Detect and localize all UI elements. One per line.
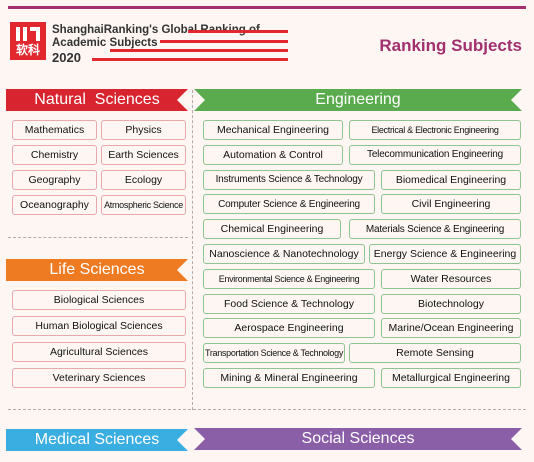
page-title: Ranking Subjects bbox=[379, 36, 522, 55]
subject-oceanography[interactable]: Oceanography bbox=[12, 195, 97, 215]
subject-mining-and-mineral-engineering[interactable]: Mining & Mineral Engineering bbox=[203, 368, 375, 388]
subject-automation-and-control[interactable]: Automation & Control bbox=[203, 144, 343, 165]
subject-mathematics[interactable]: Mathematics bbox=[12, 120, 97, 140]
subject-biomedical-engineering[interactable]: Biomedical Engineering bbox=[381, 169, 521, 190]
subject-earth-sciences[interactable]: Earth Sciences bbox=[101, 145, 186, 165]
brand-line-1: ShanghaiRanking's Global Ranking of bbox=[52, 24, 260, 36]
subject-electrical-and-electronic-engineering[interactable]: Electrical & Electronic Engineering bbox=[349, 120, 521, 140]
subject-mechanical-engineering[interactable]: Mechanical Engineering bbox=[203, 120, 343, 140]
logo-text: 软科 bbox=[15, 43, 40, 57]
subject-chemistry[interactable]: Chemistry bbox=[12, 145, 97, 165]
subject-atmospheric-science[interactable]: Atmospheric Science bbox=[101, 195, 186, 215]
subject-transportation-science-and-technology[interactable]: Transportation Science & Technology bbox=[203, 343, 345, 364]
subject-metallurgical-engineering[interactable]: Metallurgical Engineering bbox=[381, 368, 521, 388]
subject-environmental-science-and-engineering[interactable]: Environmental Science & Engineering bbox=[203, 268, 375, 289]
subject-instruments-science-and-technology[interactable]: Instruments Science & Technology bbox=[203, 169, 375, 190]
subject-food-science-and-technology[interactable]: Food Science & Technology bbox=[203, 293, 375, 314]
divider bbox=[8, 237, 188, 238]
subject-computer-science-and-engineering[interactable]: Computer Science & Engineering bbox=[203, 194, 375, 215]
subject-telecommunication-engineering[interactable]: Telecommunication Engineering bbox=[349, 144, 521, 165]
life-sciences-banner: Life Sciences bbox=[6, 259, 188, 281]
subject-human-biological-sciences[interactable]: Human Biological Sciences bbox=[12, 316, 186, 336]
top-rule bbox=[8, 6, 526, 9]
social-sciences-banner: Social Sciences bbox=[194, 428, 522, 450]
subject-civil-engineering[interactable]: Civil Engineering bbox=[381, 194, 521, 215]
engineering-banner: Engineering bbox=[194, 89, 522, 111]
subject-geography[interactable]: Geography bbox=[12, 170, 97, 190]
subject-water-resources[interactable]: Water Resources bbox=[381, 268, 521, 289]
brand-year: 2020 bbox=[52, 50, 81, 65]
divider bbox=[8, 409, 526, 410]
subject-physics[interactable]: Physics bbox=[101, 120, 186, 140]
subject-nanoscience-and-nanotechnology[interactable]: Nanoscience & Nanotechnology bbox=[203, 244, 365, 264]
subject-materials-science-and-engineering[interactable]: Materials Science & Engineering bbox=[349, 219, 521, 240]
subject-aerospace-engineering[interactable]: Aerospace Engineering bbox=[203, 318, 375, 339]
brand-line-2: Academic Subjects bbox=[52, 37, 158, 49]
brand-stripe bbox=[160, 40, 288, 43]
divider bbox=[192, 90, 193, 410]
subject-veterinary-sciences[interactable]: Veterinary Sciences bbox=[12, 368, 186, 388]
subject-biological-sciences[interactable]: Biological Sciences bbox=[12, 290, 186, 310]
subject-biotechnology[interactable]: Biotechnology bbox=[381, 293, 521, 314]
brand-stripe bbox=[110, 49, 288, 52]
natural-sciences-banner: Natural Sciences bbox=[6, 89, 188, 111]
subject-marine-ocean-engineering[interactable]: Marine/Ocean Engineering bbox=[381, 318, 521, 339]
shanghairanking-logo: 软科 bbox=[10, 22, 46, 60]
subject-agricultural-sciences[interactable]: Agricultural Sciences bbox=[12, 342, 186, 362]
subject-remote-sensing[interactable]: Remote Sensing bbox=[349, 343, 521, 364]
subject-ecology[interactable]: Ecology bbox=[101, 170, 186, 190]
brand-stripe bbox=[92, 58, 288, 61]
brand-stripe bbox=[188, 30, 288, 33]
medical-sciences-banner: Medical Sciences bbox=[6, 429, 188, 451]
subject-energy-science-and-engineering[interactable]: Energy Science & Engineering bbox=[369, 244, 521, 264]
subject-chemical-engineering[interactable]: Chemical Engineering bbox=[203, 219, 341, 240]
brand-block: ShanghaiRanking's Global Ranking of Acad… bbox=[52, 24, 292, 65]
